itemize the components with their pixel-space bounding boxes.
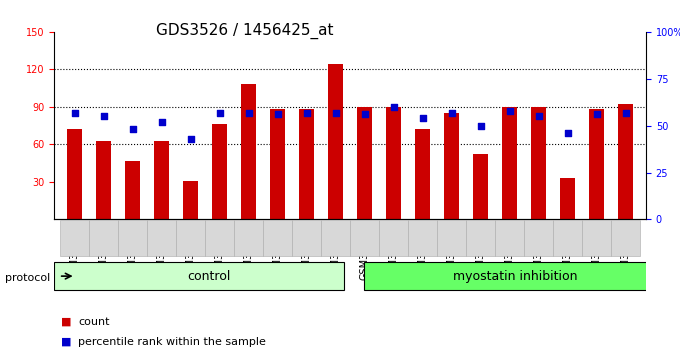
Bar <box>322 220 350 256</box>
Point <box>505 108 515 114</box>
Bar <box>235 220 263 256</box>
Bar <box>328 64 343 219</box>
Point <box>185 136 196 142</box>
Bar <box>263 220 292 256</box>
Point <box>69 110 80 115</box>
Point <box>620 110 631 115</box>
Point <box>214 110 225 115</box>
Point <box>446 110 457 115</box>
Bar <box>415 130 430 219</box>
Bar <box>532 107 546 219</box>
Point <box>562 130 573 136</box>
Bar <box>611 220 640 256</box>
Bar <box>212 124 227 219</box>
Point <box>272 112 283 117</box>
Bar <box>466 220 495 256</box>
Point <box>359 112 370 117</box>
Point <box>156 119 167 125</box>
Point <box>127 127 138 132</box>
Bar <box>524 220 553 256</box>
Bar <box>386 107 401 219</box>
Bar <box>184 181 198 219</box>
Bar <box>61 220 89 256</box>
Bar <box>618 104 633 219</box>
Bar <box>292 220 321 256</box>
Bar <box>97 141 111 219</box>
Point <box>475 123 486 129</box>
Point <box>243 110 254 115</box>
Bar <box>437 220 466 256</box>
Text: percentile rank within the sample: percentile rank within the sample <box>78 337 266 347</box>
Point <box>98 113 109 119</box>
Bar <box>590 109 604 219</box>
Text: GDS3526 / 1456425_at: GDS3526 / 1456425_at <box>156 23 334 39</box>
Bar <box>358 107 372 219</box>
Bar <box>205 220 234 256</box>
Bar <box>364 262 666 290</box>
Bar <box>503 107 517 219</box>
Bar <box>473 154 488 219</box>
Bar <box>271 109 285 219</box>
Point <box>301 110 312 115</box>
Bar <box>67 130 82 219</box>
Text: ■: ■ <box>61 317 71 327</box>
Text: protocol: protocol <box>5 273 51 283</box>
Point <box>592 112 602 117</box>
Point <box>418 115 428 121</box>
Bar <box>299 109 314 219</box>
Bar <box>125 161 140 219</box>
Bar <box>554 220 582 256</box>
Bar <box>241 84 256 219</box>
Text: control: control <box>188 270 231 282</box>
Bar <box>54 262 344 290</box>
Bar <box>560 178 575 219</box>
Text: ■: ■ <box>61 337 71 347</box>
Point <box>330 110 341 115</box>
Bar <box>445 113 459 219</box>
Bar <box>496 220 524 256</box>
Point <box>388 104 399 110</box>
Bar <box>379 220 408 256</box>
Bar <box>154 141 169 219</box>
Bar <box>118 220 147 256</box>
Text: count: count <box>78 317 109 327</box>
Bar <box>583 220 611 256</box>
Point <box>533 113 544 119</box>
Bar <box>177 220 205 256</box>
Bar <box>409 220 437 256</box>
Bar <box>90 220 118 256</box>
Text: myostatin inhibition: myostatin inhibition <box>454 270 578 282</box>
Bar <box>350 220 379 256</box>
Bar <box>148 220 176 256</box>
